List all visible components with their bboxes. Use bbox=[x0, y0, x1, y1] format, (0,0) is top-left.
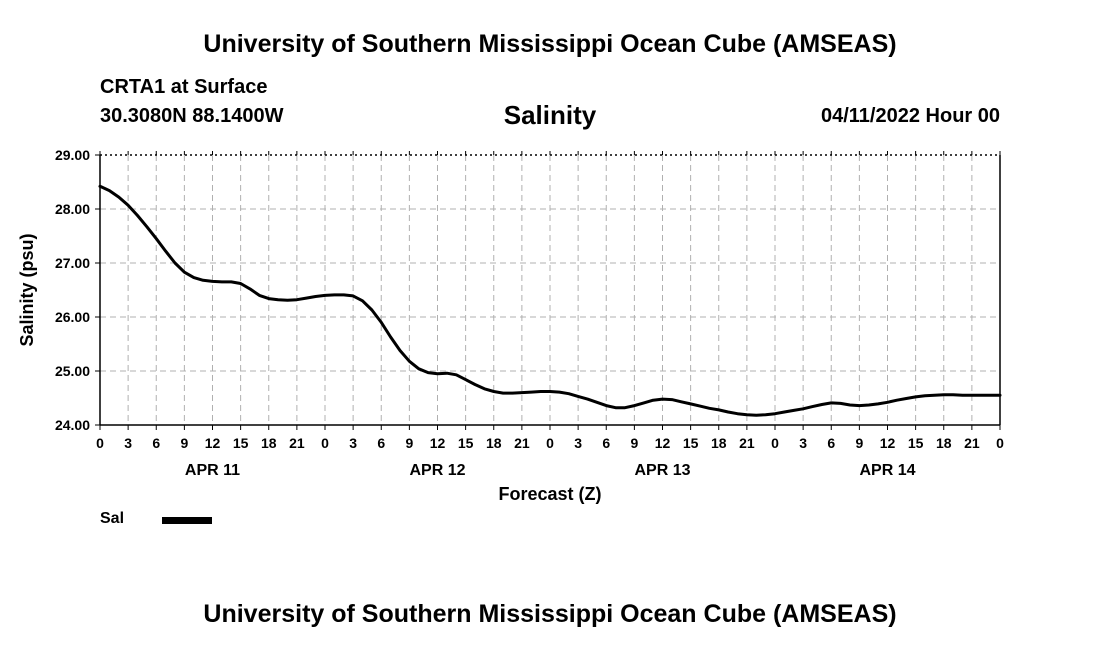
x-tick-label: 12 bbox=[880, 435, 896, 451]
x-tick-label: 0 bbox=[321, 435, 329, 451]
x-tick-label: 6 bbox=[377, 435, 385, 451]
y-tick-label: 29.00 bbox=[55, 147, 90, 163]
day-label: APR 14 bbox=[859, 462, 915, 479]
x-tick-label: 18 bbox=[936, 435, 952, 451]
legend-label: Sal bbox=[100, 510, 125, 527]
day-label: APR 12 bbox=[409, 462, 465, 479]
x-tick-label: 6 bbox=[152, 435, 160, 451]
x-tick-label: 3 bbox=[574, 435, 582, 451]
x-tick-label: 18 bbox=[711, 435, 727, 451]
x-tick-label: 9 bbox=[630, 435, 638, 451]
datetime-label: 04/11/2022 Hour 00 bbox=[820, 105, 1000, 127]
x-tick-label: 21 bbox=[514, 435, 530, 451]
x-tick-label: 3 bbox=[799, 435, 807, 451]
x-tick-label: 15 bbox=[458, 435, 474, 451]
y-axis-label: Salinity (psu) bbox=[17, 233, 37, 346]
day-label: APR 11 bbox=[185, 462, 240, 479]
x-tick-label: 12 bbox=[205, 435, 221, 451]
x-tick-label: 6 bbox=[602, 435, 610, 451]
y-tick-label: 26.00 bbox=[55, 309, 90, 325]
x-tick-label: 6 bbox=[827, 435, 835, 451]
x-tick-label: 12 bbox=[655, 435, 671, 451]
x-tick-label: 15 bbox=[908, 435, 924, 451]
x-tick-label: 21 bbox=[739, 435, 755, 451]
x-tick-label: 3 bbox=[124, 435, 132, 451]
x-tick-label: 0 bbox=[96, 435, 104, 451]
bottom-title: University of Southern Mississippi Ocean… bbox=[203, 600, 897, 628]
x-tick-label: 0 bbox=[771, 435, 779, 451]
x-tick-label: 3 bbox=[349, 435, 357, 451]
x-tick-label: 21 bbox=[964, 435, 980, 451]
y-tick-label: 24.00 bbox=[55, 417, 90, 433]
x-tick-label: 9 bbox=[180, 435, 188, 451]
series-line-sal bbox=[98, 184, 1002, 417]
x-tick-label: 9 bbox=[855, 435, 863, 451]
x-tick-label: 12 bbox=[430, 435, 446, 451]
x-tick-label: 15 bbox=[233, 435, 249, 451]
x-tick-label: 15 bbox=[683, 435, 699, 451]
y-tick-label: 27.00 bbox=[55, 255, 90, 271]
y-tick-label: 28.00 bbox=[55, 201, 90, 217]
chart-title: Salinity bbox=[503, 100, 597, 130]
top-title: University of Southern Mississippi Ocean… bbox=[203, 30, 897, 58]
x-tick-label: 0 bbox=[996, 435, 1004, 451]
x-tick-label: 0 bbox=[546, 435, 554, 451]
x-tick-label: 18 bbox=[486, 435, 502, 451]
coordinates-label: 30.3080N 88.1400W bbox=[100, 105, 284, 127]
x-axis-label: Forecast (Z) bbox=[498, 484, 601, 504]
x-tick-label: 18 bbox=[261, 435, 277, 451]
x-tick-label: 21 bbox=[289, 435, 305, 451]
y-tick-label: 25.00 bbox=[55, 363, 90, 379]
legend-line-swatch bbox=[162, 517, 212, 524]
x-tick-label: 9 bbox=[405, 435, 413, 451]
day-label: APR 13 bbox=[634, 462, 690, 479]
station-label: CRTA1 at Surface bbox=[100, 76, 268, 98]
